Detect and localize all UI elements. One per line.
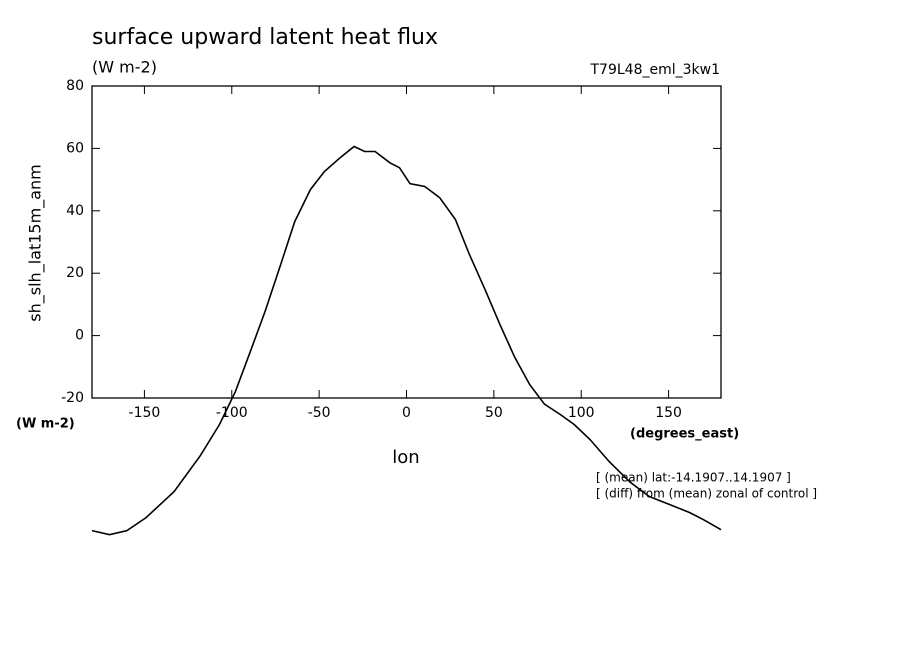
x-axis-units: (degrees_east) [630, 427, 739, 442]
chart-title: surface upward latent heat flux [92, 25, 438, 50]
x-tick-label: 50 [485, 405, 503, 421]
data-line [91, 145, 722, 536]
y-tick-label: 40 [66, 203, 84, 219]
annotation: [ (mean) lat:-14.1907..14.1907 ] [596, 471, 791, 485]
y-tick-label: -20 [61, 390, 84, 406]
x-tick-label: -50 [308, 405, 331, 421]
annotation: [ (diff) from (mean) zonal of control ] [596, 487, 817, 501]
plot-frame [91, 85, 722, 399]
x-tick-label: -150 [129, 405, 161, 421]
x-tick-label: 150 [655, 405, 682, 421]
chart-subtitle: (W m-2) [92, 58, 157, 77]
x-tick-label: 100 [568, 405, 595, 421]
y-tick-label: 0 [75, 328, 84, 344]
y-tick-label: 80 [66, 78, 84, 94]
y-axis-units: (W m-2) [16, 417, 75, 432]
y-tick-label: 60 [66, 140, 84, 156]
x-tick-label: 0 [402, 405, 411, 421]
x-axis-label: lon [392, 447, 419, 468]
dataset-label: T79L48_eml_3kw1 [590, 62, 721, 78]
y-tick-label: 20 [66, 265, 84, 281]
y-axis-label: sh_slh_lat15m_anm [26, 164, 46, 321]
x-tick-label: -100 [216, 405, 248, 421]
